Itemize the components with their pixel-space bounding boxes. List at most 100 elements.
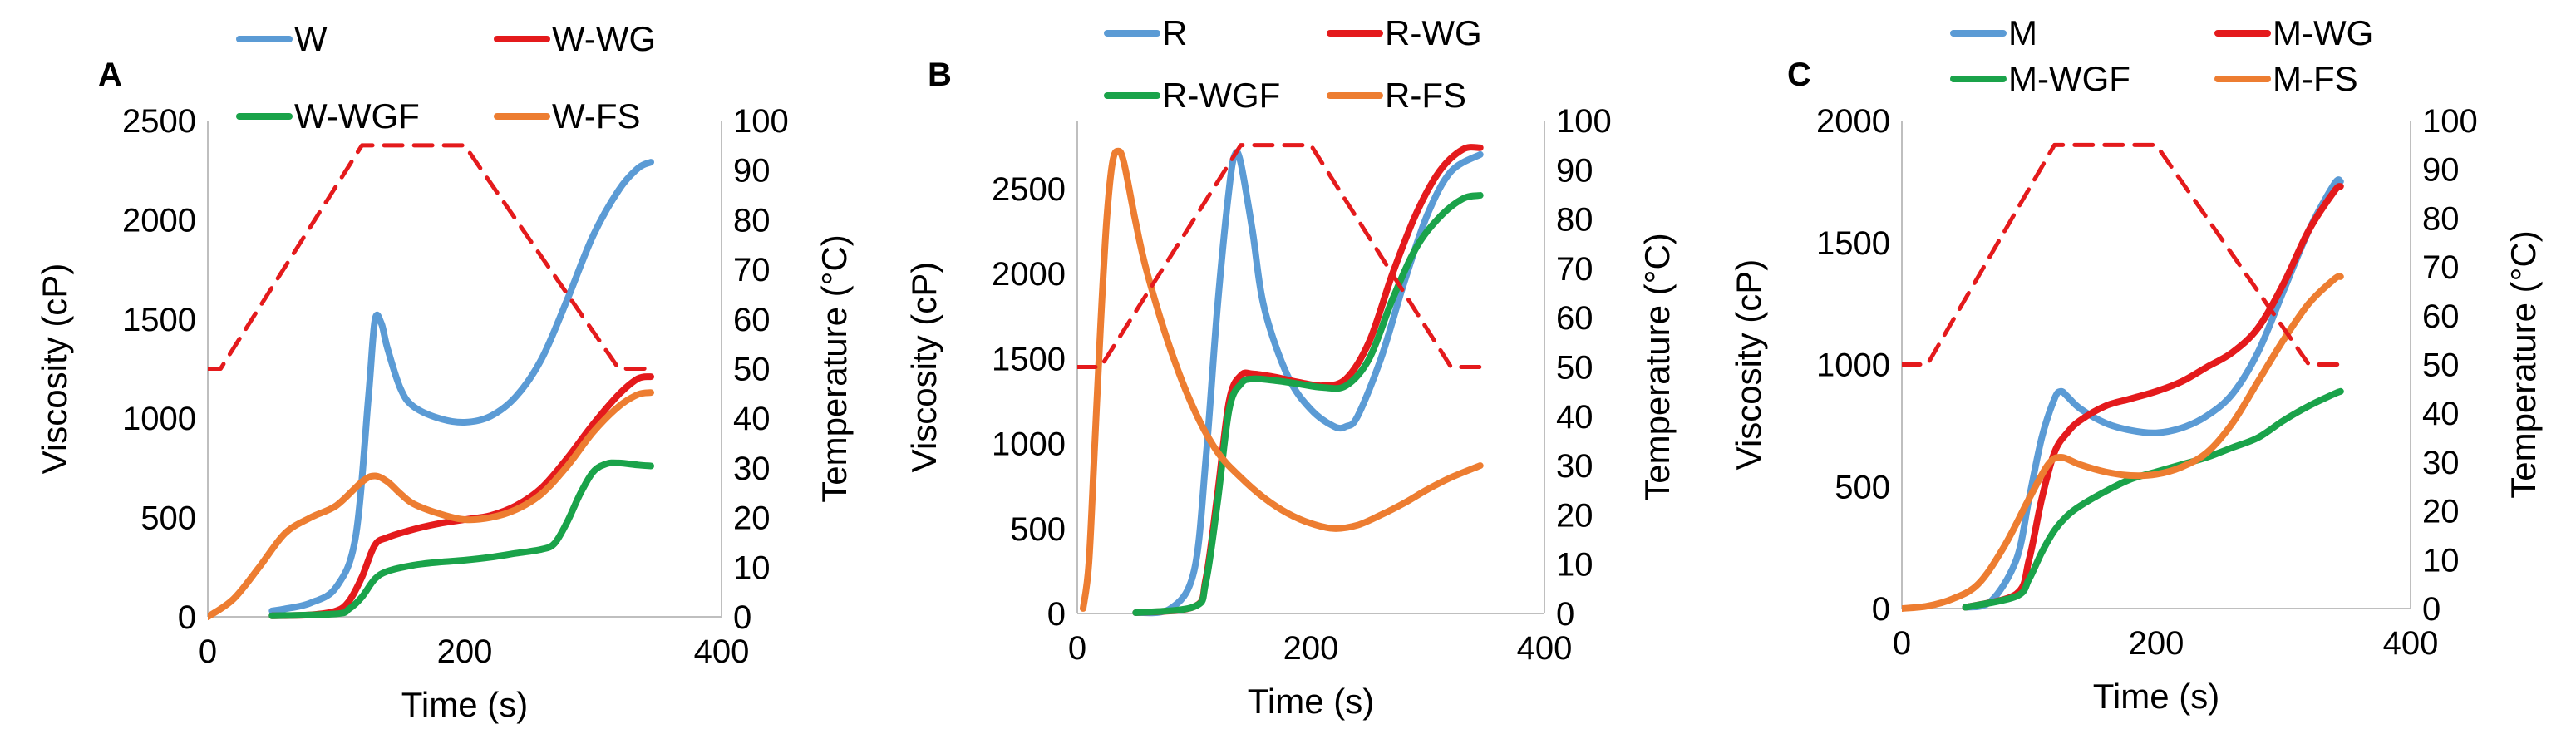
y2-tick-label-c: 80 — [2422, 200, 2460, 237]
legend-label-c: M-FS — [2273, 59, 2358, 98]
y-tick-label-b: 0 — [1047, 596, 1066, 633]
y-tick-label-b: 1000 — [992, 426, 1066, 463]
y-tick-label-a: 0 — [178, 599, 196, 636]
x-tick-label-b: 400 — [1517, 630, 1573, 667]
y-tick-label-a: 500 — [140, 500, 196, 537]
y2-tick-label-b: 60 — [1556, 300, 1593, 337]
series-line-a-3 — [268, 459, 654, 619]
y-tick-label-a: 1000 — [122, 401, 196, 437]
legend-label-c: M — [2008, 13, 2037, 52]
legend-label-b: R-FS — [1385, 76, 1466, 115]
panel-label-a: A — [98, 57, 122, 93]
y-tick-label-c: 500 — [1835, 469, 1890, 505]
y2-tick-label-a: 70 — [733, 252, 771, 288]
legend-label-b: R-WGF — [1162, 76, 1280, 115]
y2-tick-label-a: 30 — [733, 451, 771, 487]
x-tick-label-a: 0 — [199, 633, 217, 670]
y2-tick-label-a: 40 — [733, 401, 771, 437]
temperature-line-c — [1902, 142, 2343, 367]
y2-tick-label-c: 100 — [2422, 103, 2478, 140]
series-line-b-4 — [1080, 147, 1484, 612]
legend-label-a: W-FS — [552, 96, 641, 135]
x-axis-title-b: Time (s) — [1248, 682, 1374, 721]
y2-tick-label-b: 80 — [1556, 202, 1593, 239]
legend-label-b: R — [1162, 13, 1187, 52]
y2-tick-label-a: 80 — [733, 202, 771, 239]
temperature-line-b — [1077, 143, 1483, 369]
x-tick-label-a: 400 — [694, 633, 750, 670]
y2-tick-label-b: 70 — [1556, 251, 1593, 288]
panel-c: C0 200 40005001000150020000102030405060708… — [1729, 13, 2543, 716]
series-line-c-4 — [1902, 273, 2344, 612]
y2-tick-label-c: 50 — [2422, 347, 2460, 384]
y2-tick-label-a: 50 — [733, 352, 771, 388]
series-line-b-3 — [1132, 192, 1484, 616]
y-tick-label-c: 1000 — [1816, 347, 1890, 384]
y2-tick-label-b: 30 — [1556, 448, 1593, 485]
y2-tick-label-a: 0 — [733, 599, 751, 636]
x-axis-title-a: Time (s) — [401, 685, 528, 724]
x-tick-label-b: 0 — [1068, 630, 1086, 667]
y2-tick-label-b: 10 — [1556, 547, 1593, 584]
panel-b: B0 200 40005001000150020002500010203040506… — [904, 13, 1677, 721]
y-tick-label-c: 2000 — [1816, 103, 1890, 140]
y2-tick-label-c: 70 — [2422, 249, 2460, 286]
y2-tick-label-b: 20 — [1556, 497, 1593, 534]
y2-tick-label-b: 40 — [1556, 399, 1593, 436]
series-line-a-2 — [268, 373, 654, 619]
y2-tick-label-c: 30 — [2422, 445, 2460, 481]
x-tick-label-a: 200 — [437, 633, 493, 670]
y-tick-label-a: 2500 — [122, 103, 196, 140]
x-tick-label-b: 200 — [1283, 630, 1339, 667]
temperature-line-a — [208, 143, 653, 371]
y2-tick-label-c: 0 — [2422, 591, 2441, 628]
y2-tick-label-b: 0 — [1556, 596, 1574, 633]
y2-tick-label-c: 10 — [2422, 542, 2460, 579]
panel-label-c: C — [1787, 57, 1811, 93]
y2-tick-label-a: 100 — [733, 103, 789, 140]
y2-tick-label-a: 10 — [733, 549, 771, 586]
x-tick-label-c: 400 — [2383, 625, 2439, 662]
y-tick-label-a: 1500 — [122, 302, 196, 338]
series-line-a-4 — [208, 389, 654, 620]
x-tick-label-c: 0 — [1893, 625, 1911, 662]
y-tick-label-b: 2000 — [992, 256, 1066, 293]
legend-label-c: M-WGF — [2008, 59, 2130, 98]
y-tick-label-c: 0 — [1872, 591, 1890, 628]
y-axis-title-b: Viscosity (cP) — [904, 262, 943, 473]
y2-tick-label-a: 90 — [733, 153, 771, 190]
y2-tick-label-c: 60 — [2422, 298, 2460, 335]
y2-tick-label-c: 20 — [2422, 494, 2460, 530]
y2-tick-label-c: 90 — [2422, 152, 2460, 189]
series-line-a-1 — [268, 159, 654, 614]
y2-axis-title-a: Temperature (°C) — [815, 234, 854, 503]
y-tick-label-b: 1500 — [992, 341, 1066, 377]
y2-tick-label-b: 90 — [1556, 152, 1593, 189]
y-axis-title-c: Viscosity (cP) — [1729, 259, 1768, 471]
y2-tick-label-a: 20 — [733, 500, 771, 537]
legend-label-a: W — [294, 19, 328, 58]
series-line-b-1 — [1132, 148, 1484, 617]
y-tick-label-c: 1500 — [1816, 225, 1890, 262]
y2-axis-title-b: Temperature (°C) — [1638, 233, 1677, 501]
series-line-c-2 — [1962, 183, 2344, 611]
panel-a: A0 200 40005001000150020002500010203040506… — [35, 19, 854, 724]
y2-tick-label-b: 100 — [1556, 103, 1612, 140]
legend-label-a: W-WG — [552, 19, 656, 58]
legend-label-c: M-WG — [2273, 13, 2373, 52]
y-tick-label-b: 2500 — [992, 171, 1066, 208]
legend-label-a: W-WGF — [294, 96, 420, 135]
y-axis-title-a: Viscosity (cP) — [35, 264, 74, 475]
y2-tick-label-a: 60 — [733, 302, 771, 338]
y-tick-label-b: 500 — [1010, 511, 1066, 548]
y2-tick-label-c: 40 — [2422, 396, 2460, 432]
series-line-c-3 — [1962, 387, 2344, 611]
legend-label-b: R-WG — [1385, 13, 1482, 52]
y2-axis-title-c: Temperature (°C) — [2504, 230, 2543, 499]
y-tick-label-a: 2000 — [122, 202, 196, 239]
x-axis-title-c: Time (s) — [2093, 677, 2219, 716]
panel-label-b: B — [928, 57, 952, 93]
x-tick-label-c: 200 — [2129, 625, 2184, 662]
y2-tick-label-b: 50 — [1556, 350, 1593, 387]
